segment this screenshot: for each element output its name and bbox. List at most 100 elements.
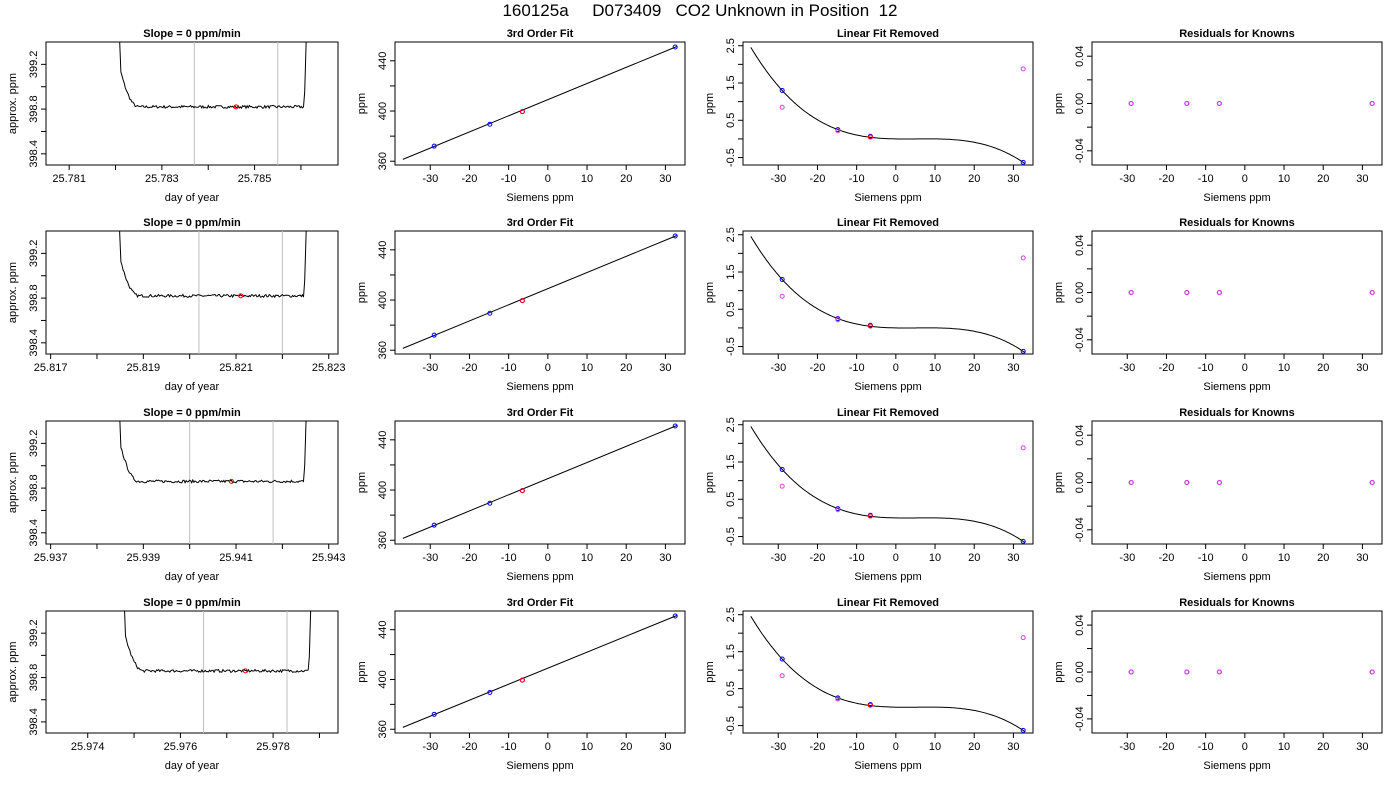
x-tick-label: 30	[1356, 362, 1368, 374]
x-tick-label: -20	[1159, 362, 1175, 374]
y-tick-label: -0.5	[725, 527, 737, 546]
data-point-blue	[779, 656, 785, 662]
data-point-blue	[672, 233, 678, 239]
x-tick-label: 25.783	[145, 173, 179, 185]
fit-line	[402, 614, 678, 728]
panel-trace-row-1: Slope = 0 ppm/min 25.781 25.783 25.785 398.4…	[7, 28, 339, 204]
plot-area	[119, 42, 307, 165]
y-tick-label: 360	[377, 531, 389, 549]
panel-linear-row-2: Linear Fit Removed -30 -20 -10 0 10 20 30 -0.5 0.…	[704, 217, 1034, 393]
x-tick-label: 20	[1317, 741, 1329, 753]
x-tick-label: 25.978	[256, 741, 290, 753]
data-point-magenta	[779, 483, 785, 489]
data-point-blue	[779, 276, 785, 282]
panel-title: Slope = 0 ppm/min	[143, 597, 241, 609]
x-tick-label: 30	[659, 552, 671, 564]
x-tick-label: -30	[422, 173, 438, 185]
data-point-magenta	[1369, 669, 1375, 675]
x-tick-label: 25.817	[34, 362, 68, 374]
data-point-blue	[431, 522, 437, 528]
x-tick-label: 30	[1356, 552, 1368, 564]
data-point-magenta	[779, 293, 785, 299]
x-tick-label: 20	[968, 741, 980, 753]
y-tick-label: 398.4	[28, 708, 40, 736]
x-tick-label: -20	[810, 173, 826, 185]
data-point-blue	[487, 690, 493, 696]
x-tick-label: -10	[849, 552, 865, 564]
data-point-magenta	[1020, 255, 1026, 261]
x-tick-label: 25.974	[71, 741, 105, 753]
x-tick-label: 0	[1242, 552, 1248, 564]
data-point-magenta	[1128, 480, 1134, 485]
y-tick-label: 0.00	[1074, 472, 1086, 493]
panel-resid-row-3: Residuals for Knowns -30 -20 -10 0 10 20 30 -0.0…	[1053, 407, 1383, 583]
plot-area	[402, 233, 678, 349]
x-tick-label: 10	[581, 552, 593, 564]
y-tick-label: 0.00	[1074, 93, 1086, 114]
x-tick-label: 10	[1278, 741, 1290, 753]
x-tick-label: 20	[968, 173, 980, 185]
panel-fit-row-3: 3rd Order Fit -30 -20 -10 0 10 20 30 360 400 440 Si…	[356, 407, 686, 583]
plot-area	[1128, 669, 1375, 675]
data-point-red	[867, 513, 873, 519]
data-point-red	[519, 677, 525, 683]
x-tick-label: 10	[929, 552, 941, 564]
y-tick-label: 0.04	[1074, 234, 1086, 255]
y-axis-label: ppm	[1053, 282, 1065, 303]
y-tick-label: 440	[377, 241, 389, 259]
data-point-magenta	[1128, 101, 1134, 106]
data-point-magenta	[1369, 101, 1375, 106]
plot-area	[1128, 480, 1375, 485]
y-tick-label: -0.5	[725, 716, 737, 735]
y-axis-label: ppm	[704, 472, 716, 493]
x-tick-label: -20	[810, 362, 826, 374]
data-point-red	[867, 702, 873, 708]
plot-area	[750, 616, 1026, 733]
data-point-blue	[431, 711, 437, 717]
panel-title: Linear Fit Removed	[837, 597, 939, 609]
panel-trace-row-2: Slope = 0 ppm/min 25.817 25.819 25.821 25.82…	[7, 217, 346, 393]
plot-area	[402, 44, 678, 160]
x-tick-label: -10	[849, 741, 865, 753]
data-point-magenta	[1216, 669, 1222, 675]
y-tick-label: 398.8	[28, 664, 40, 692]
x-tick-label: 30	[1007, 173, 1019, 185]
x-tick-label: 30	[659, 741, 671, 753]
y-tick-label: -0.04	[1074, 138, 1086, 163]
data-point-magenta	[779, 104, 785, 110]
x-tick-label: 30	[1007, 362, 1019, 374]
panel-title: Linear Fit Removed	[837, 217, 939, 229]
data-point-blue	[1020, 348, 1026, 354]
panel-resid-row-1: Residuals for Knowns -30 -20 -10 0 10 20 30 -0.0…	[1053, 28, 1383, 204]
y-tick-label: 2.5	[725, 227, 737, 242]
y-axis-label: approx. ppm	[7, 73, 19, 134]
y-tick-label: 1.5	[725, 454, 737, 469]
x-tick-label: -10	[1198, 173, 1214, 185]
y-tick-label: 398.4	[28, 140, 40, 168]
y-tick-label: -0.04	[1074, 706, 1086, 731]
y-tick-label: 399.2	[28, 240, 40, 268]
x-tick-label: 20	[620, 362, 632, 374]
y-tick-label: 0.5	[725, 681, 737, 696]
fit-line	[402, 424, 678, 539]
plot-area	[750, 426, 1026, 544]
y-tick-label: 0.5	[725, 492, 737, 507]
y-axis-label: ppm	[1053, 661, 1065, 682]
y-tick-label: 1.5	[725, 264, 737, 279]
x-tick-label: 10	[1278, 173, 1290, 185]
cubic-curve	[750, 47, 1026, 165]
plot-frame	[394, 230, 686, 355]
mean-point	[238, 293, 244, 299]
x-tick-label: 0	[893, 173, 899, 185]
x-tick-label: -20	[1159, 173, 1175, 185]
plot-frame	[45, 610, 339, 734]
x-tick-label: -30	[1119, 552, 1135, 564]
x-tick-label: -30	[422, 741, 438, 753]
panel-resid-row-2: Residuals for Knowns -30 -20 -10 0 10 20 30 -0.0…	[1053, 217, 1383, 393]
y-tick-label: 0.04	[1074, 614, 1086, 635]
x-axis-label: Siemens ppm	[1203, 381, 1270, 393]
x-tick-label: -30	[770, 173, 786, 185]
data-point-magenta	[1369, 290, 1375, 295]
data-point-blue	[779, 466, 785, 472]
plot-area	[119, 421, 307, 544]
